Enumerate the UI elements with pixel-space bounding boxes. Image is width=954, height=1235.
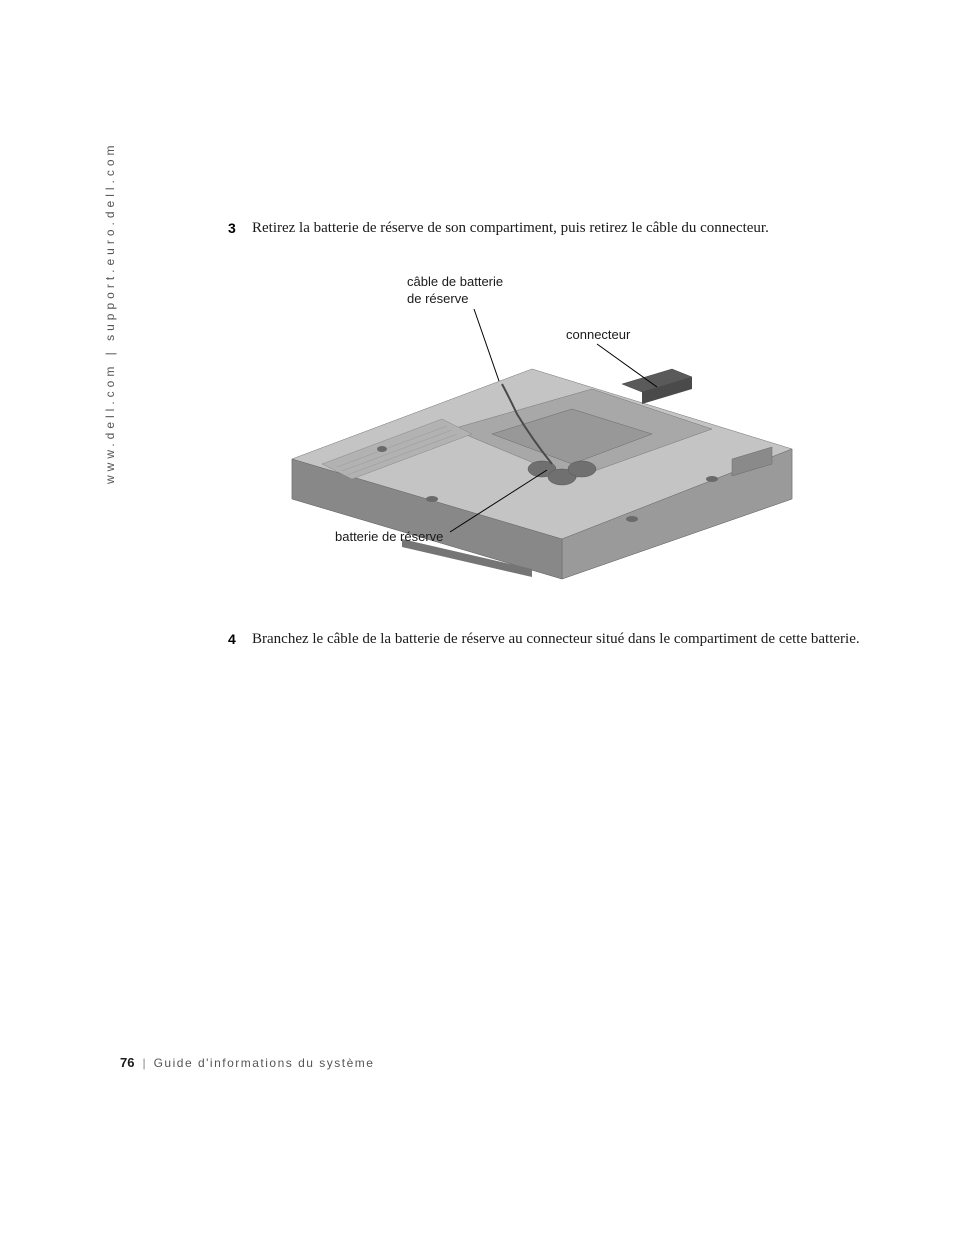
label-cable: câble de batterie de réserve [407,274,503,308]
diagram: câble de batterie de réserve connecteur … [252,269,812,589]
device-illustration [252,319,812,589]
step-text-4: Branchez le câble de la batterie de rése… [252,629,878,650]
step-text-3: Retirez la batterie de réserve de son co… [252,218,878,239]
label-battery: batterie de réserve [335,529,443,546]
label-connector: connecteur [566,327,630,344]
step-3: 3 Retirez la batterie de réserve de son … [228,218,878,239]
step-4: 4 Branchez le câble de la batterie de ré… [228,629,878,650]
footer-divider: | [142,1056,145,1070]
footer-title: Guide d'informations du système [154,1056,375,1070]
step-number-4: 4 [228,629,252,650]
step-number-3: 3 [228,218,252,239]
sidebar-url: www.dell.com | support.euro.dell.com [103,141,117,484]
label-cable-line1: câble de batterie [407,274,503,291]
page-number: 76 [120,1055,134,1070]
main-content: 3 Retirez la batterie de réserve de son … [228,218,878,678]
label-cable-line2: de réserve [407,291,503,308]
page-footer: 76 | Guide d'informations du système [120,1055,374,1070]
